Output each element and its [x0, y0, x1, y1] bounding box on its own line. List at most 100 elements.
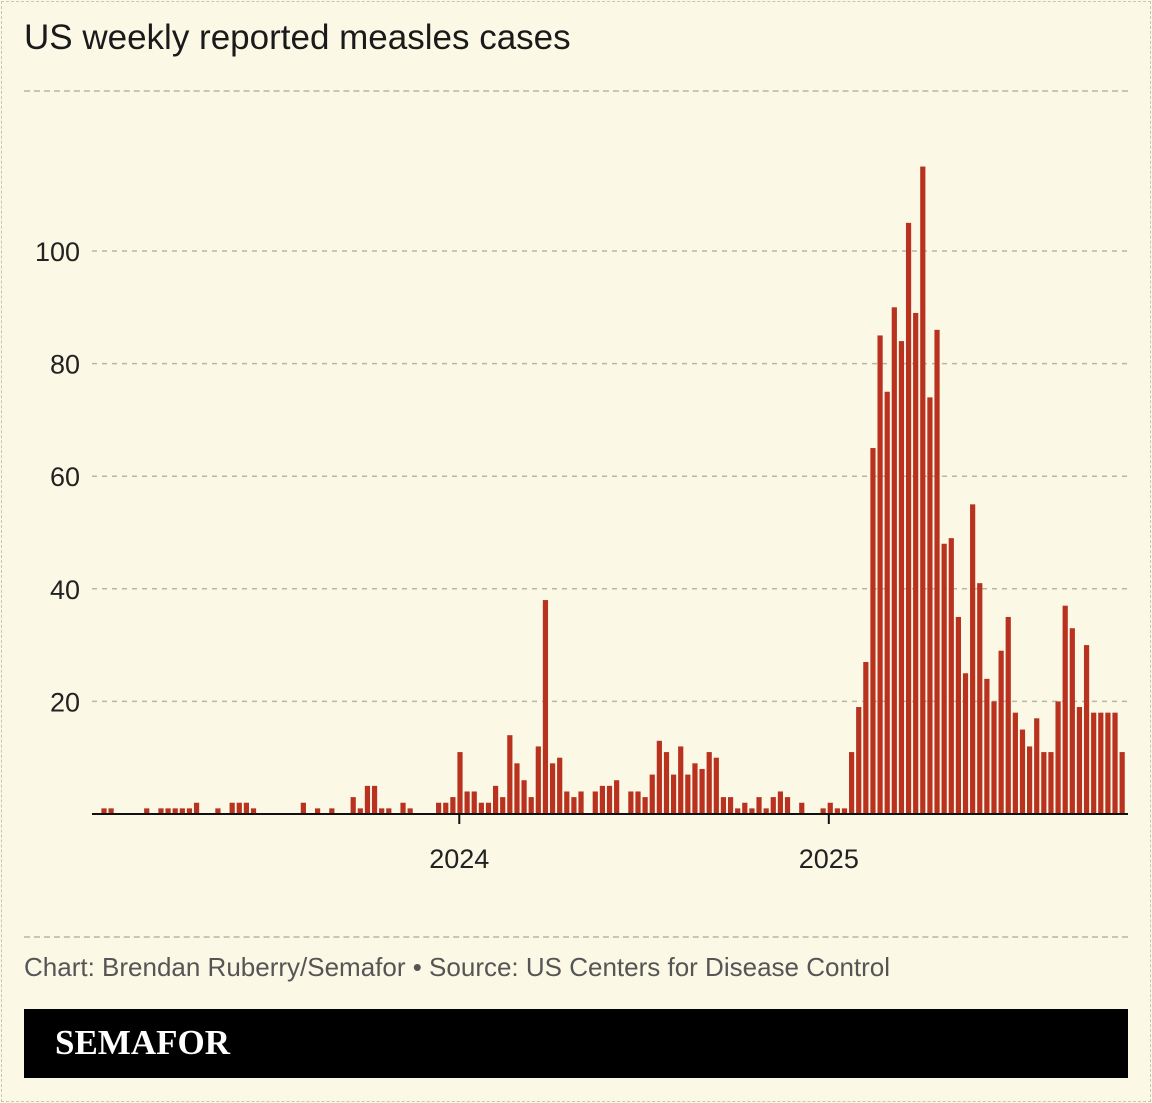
bar — [436, 802, 442, 814]
bar — [507, 735, 513, 814]
bar — [144, 808, 150, 814]
bar — [1062, 605, 1068, 814]
bar — [713, 757, 719, 814]
bar — [542, 600, 549, 814]
bar — [535, 746, 541, 814]
bar — [521, 780, 527, 814]
bar — [1076, 707, 1083, 814]
bar — [243, 802, 249, 814]
bar — [186, 808, 193, 814]
bar — [1083, 645, 1090, 814]
bar — [905, 222, 912, 815]
bar — [891, 307, 897, 814]
bar — [735, 808, 741, 814]
bar — [179, 808, 185, 814]
bar — [443, 802, 449, 814]
bar — [770, 797, 776, 814]
bar — [1055, 701, 1061, 814]
brand-bar: SEMAFOR — [24, 1009, 1128, 1078]
bar — [699, 768, 705, 814]
bar — [386, 808, 392, 814]
bar — [991, 701, 997, 814]
bar — [1069, 628, 1075, 814]
bar — [756, 797, 762, 814]
bar — [1105, 712, 1111, 814]
bar — [215, 808, 221, 814]
bar — [407, 808, 413, 814]
bar — [364, 785, 371, 814]
y-tick-label: 60 — [50, 462, 80, 492]
bar — [863, 661, 869, 814]
bar — [671, 774, 677, 814]
bar — [720, 797, 727, 814]
bar — [599, 785, 605, 814]
bar — [400, 802, 406, 814]
bar — [820, 808, 826, 814]
bar — [856, 707, 862, 814]
bar — [934, 329, 940, 814]
bar — [578, 791, 584, 814]
bar — [1112, 712, 1118, 814]
bar — [1119, 752, 1125, 814]
semafor-logo: SEMAFOR — [55, 1023, 230, 1062]
bar — [628, 791, 634, 814]
bar — [229, 802, 235, 814]
bar — [742, 802, 748, 814]
bar — [663, 752, 670, 814]
bar — [834, 808, 840, 814]
bar — [927, 397, 933, 814]
bar — [970, 504, 976, 814]
bar — [165, 808, 171, 814]
y-tick-label: 80 — [50, 350, 80, 380]
bar — [471, 791, 477, 814]
bar — [656, 740, 662, 814]
y-tick-label: 100 — [35, 237, 80, 267]
bar — [357, 808, 363, 814]
bar — [350, 797, 356, 814]
bar — [998, 650, 1004, 814]
bar — [749, 808, 755, 814]
bar — [493, 785, 499, 814]
bar — [485, 802, 492, 814]
bar — [158, 808, 164, 814]
bar — [557, 757, 563, 814]
bar — [877, 335, 883, 814]
bar — [101, 808, 107, 814]
bar — [799, 802, 805, 814]
y-tick-label: 40 — [50, 575, 80, 605]
bar — [692, 763, 698, 814]
bar — [614, 780, 620, 814]
bar — [678, 746, 684, 814]
bar — [948, 538, 954, 814]
bar — [685, 774, 691, 814]
bar — [571, 797, 577, 814]
bar — [172, 808, 178, 814]
bar — [592, 791, 598, 814]
bar — [977, 583, 983, 814]
bar — [549, 763, 556, 814]
bar — [464, 791, 470, 814]
bar — [1034, 718, 1040, 814]
bar — [884, 391, 890, 814]
bar — [478, 802, 484, 814]
bar — [250, 808, 257, 814]
x-tick-label: 2025 — [799, 844, 859, 874]
bar — [315, 808, 321, 814]
bar — [763, 808, 769, 814]
bar — [727, 797, 734, 814]
bar — [564, 791, 570, 814]
footer-divider — [24, 936, 1128, 938]
bar — [920, 166, 926, 815]
bar — [1091, 712, 1097, 814]
bar — [236, 802, 242, 814]
bar — [649, 774, 655, 814]
bar — [329, 808, 335, 814]
bar — [500, 797, 506, 814]
bar — [1041, 752, 1047, 814]
bar — [450, 797, 456, 814]
bar — [1098, 712, 1104, 814]
bar — [984, 678, 990, 814]
x-tick-label: 2024 — [429, 844, 489, 874]
bar — [913, 312, 919, 814]
